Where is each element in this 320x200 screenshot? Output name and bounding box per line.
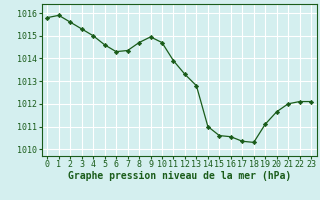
X-axis label: Graphe pression niveau de la mer (hPa): Graphe pression niveau de la mer (hPa) bbox=[68, 171, 291, 181]
